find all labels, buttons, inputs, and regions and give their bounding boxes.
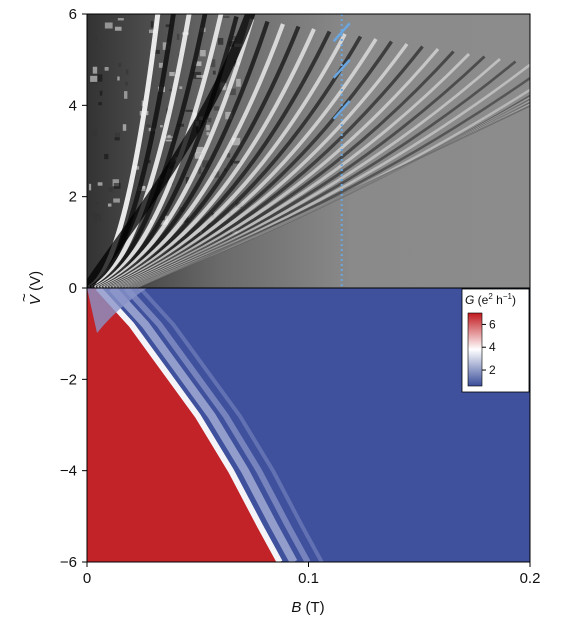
noise-speck [98, 102, 102, 105]
y-tick-label: 0 [69, 280, 77, 297]
noise-speck [206, 125, 210, 130]
noise-speck [98, 74, 103, 81]
y-tick-label: −4 [60, 463, 77, 480]
noise-speck [100, 91, 102, 96]
noise-speck [94, 216, 98, 223]
noise-speck [118, 63, 121, 67]
noise-speck [108, 204, 112, 207]
noise-speck [177, 34, 179, 40]
noise-speck [123, 124, 126, 131]
noise-speck [160, 125, 163, 127]
noise-speck [98, 182, 103, 185]
noise-speck [169, 72, 174, 76]
noise-speck [113, 198, 120, 202]
noise-speck [99, 214, 101, 221]
x-tick-label: 0.1 [298, 570, 319, 587]
noise-speck [93, 67, 97, 74]
y-tick-label: −2 [60, 371, 77, 388]
noise-speck [200, 50, 206, 56]
noise-speck [146, 125, 150, 128]
colorbar-gradient [468, 313, 482, 386]
noise-speck [218, 38, 223, 45]
noise-speck [125, 82, 128, 86]
noise-speck [109, 187, 113, 192]
noise-speck [91, 129, 97, 136]
y-tick-label: 4 [69, 97, 77, 114]
noise-speck [179, 86, 182, 89]
noise-speck [115, 27, 122, 31]
noise-speck [206, 132, 209, 135]
noise-speck [105, 67, 109, 71]
y-tick-label: 2 [69, 189, 77, 206]
colorbar: G (e2 h−1) 2 4 6 [462, 289, 529, 392]
noise-speck [92, 213, 99, 216]
y-tick-label: −6 [60, 554, 77, 571]
colorbar-tick-label: 4 [489, 340, 496, 354]
noise-speck [126, 69, 129, 74]
noise-speck [105, 22, 113, 28]
noise-speck [96, 202, 98, 205]
colorbar-tick-label: 2 [489, 363, 496, 377]
noise-speck [166, 138, 173, 140]
top-panel [87, 4, 565, 288]
noise-speck [90, 76, 97, 82]
noise-speck [115, 137, 120, 140]
x-tick-label: 0.2 [520, 570, 541, 587]
noise-speck [124, 91, 127, 99]
y-tick-label: 6 [69, 6, 77, 23]
noise-speck [185, 110, 192, 112]
noise-speck [223, 16, 229, 18]
noise-speck [89, 184, 91, 191]
noise-speck [151, 21, 154, 28]
y-axis-label-tilde: ~ [16, 293, 33, 302]
noise-speck [236, 79, 241, 87]
x-tick-label: 0 [83, 570, 91, 587]
noise-speck [159, 63, 163, 68]
noise-speck [114, 183, 121, 189]
noise-speck [104, 154, 108, 159]
noise-speck [213, 71, 216, 75]
x-axis-label: B (T) [291, 599, 324, 616]
noise-speck [196, 75, 203, 78]
noise-speck [95, 38, 97, 41]
colorbar-tick-label: 6 [489, 317, 496, 331]
noise-speck [214, 106, 220, 110]
noise-speck [117, 76, 119, 80]
y-axis-label: V (V) ~ [16, 271, 44, 305]
noise-speck [118, 18, 124, 20]
noise-speck [115, 132, 120, 137]
